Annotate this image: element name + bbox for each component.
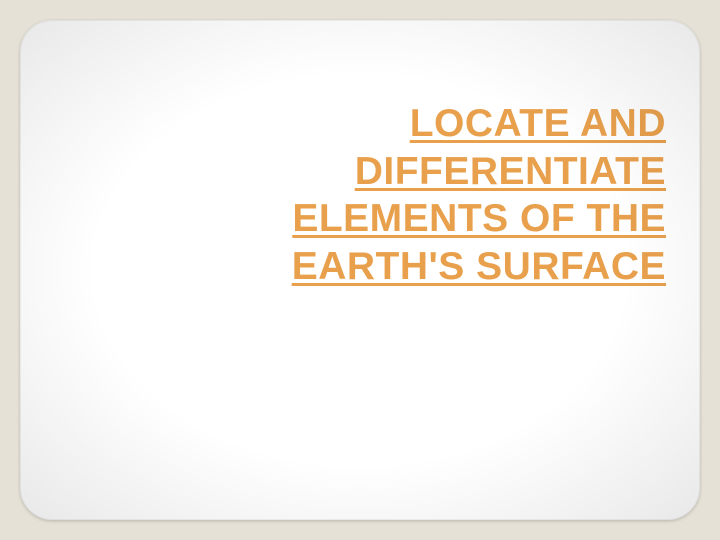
slide-title-line-1: LOCATE AND bbox=[190, 100, 666, 148]
slide-title-line-3: ELEMENTS OF THE bbox=[190, 195, 666, 243]
title-block: LOCATE AND DIFFERENTIATE ELEMENTS OF THE… bbox=[190, 100, 666, 290]
slide-card: LOCATE AND DIFFERENTIATE ELEMENTS OF THE… bbox=[20, 20, 700, 520]
slide-title-line-4: EARTH'S SURFACE bbox=[190, 243, 666, 291]
slide-title-line-2: DIFFERENTIATE bbox=[190, 148, 666, 196]
